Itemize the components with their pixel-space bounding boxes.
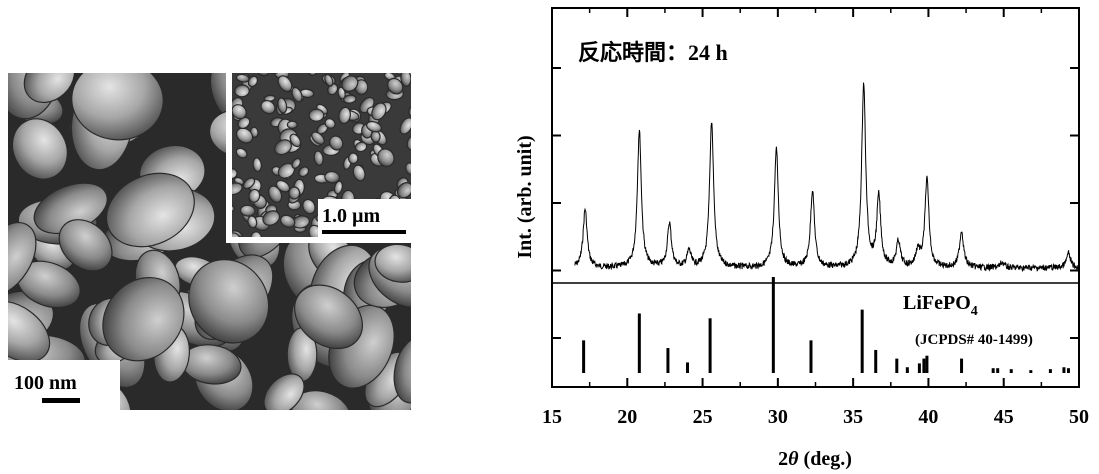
sem-particle [291,157,302,169]
sem-particle [289,133,302,148]
sem-particle [8,300,51,363]
x-tick-label: 25 [693,406,713,428]
sem-particle [396,182,411,199]
sem-particle [240,204,256,217]
sem-particle [324,73,334,87]
x-axis-tick-labels: 15 20 25 30 35 40 45 50 [542,406,1089,428]
sem-particle [341,75,359,92]
sem-particle [274,139,292,156]
sem-particle [406,134,411,151]
sem-particle [71,73,164,141]
sem-particle [333,180,343,195]
x-tick-label: 35 [843,406,863,428]
sem-particle [263,373,305,410]
sem-particle [188,259,270,344]
sem-particle [308,108,325,122]
sem-particle [8,222,37,297]
sem-particle [377,148,395,168]
reference-card-label: (JCPDS# 40-1499) [915,332,1033,348]
inset-scale-bar [322,230,406,234]
y-axis-label: Int. (arb. unit) [514,135,536,258]
sem-particle [324,118,336,129]
sem-particle [262,210,281,226]
x-tick-label: 50 [1069,406,1089,428]
sem-particle [387,77,404,95]
sem-particle [242,177,256,190]
sem-particle [105,172,195,248]
sem-particle [232,104,247,120]
main-scale-bar [42,398,80,403]
sem-particle [371,102,387,121]
main-scale-label: 100 nm [14,372,77,394]
sem-particle [102,276,185,362]
sem-particle [232,232,241,237]
x-tick-label: 20 [617,406,637,428]
reference-phase-subscript: 4 [971,304,978,319]
sem-particle [236,127,254,144]
sem-particle [23,73,76,104]
sem-particle [277,75,293,92]
sem-particle [234,84,250,98]
sem-particle [343,94,357,104]
sem-particle [254,73,271,77]
sem-particle [280,214,296,228]
sem-particle [247,215,258,229]
sem-particle [302,198,316,215]
reaction-time-annotation: 反応時間：24 h [578,40,728,65]
x-axis-ticks [551,8,1080,387]
x-axis-theta-symbol: θ [788,448,799,470]
y-axis-ticks [552,67,1079,339]
reference-lines [582,277,1070,373]
inset-scale-label: 1.0 µm [322,205,381,227]
sem-particle [232,204,235,214]
sem-particle [338,106,351,125]
sem-particle [307,73,318,76]
sem-particle [288,186,301,200]
sem-particle [235,73,250,83]
sem-particle [366,120,382,133]
sem-micrograph: 100 nm 1.0 µm [8,73,411,410]
sem-particle [235,147,248,159]
sem-particle [347,152,359,165]
sem-particle [294,284,363,350]
sem-particle [260,99,276,115]
sem-particle [394,73,406,75]
sem-particle [374,243,411,283]
x-axis-label: 2θ (deg.) [778,448,852,470]
x-tick-label: 40 [918,406,938,428]
sem-particle [248,188,261,203]
x-tick-label: 45 [994,406,1014,428]
sem-particle [313,150,324,166]
sem-particle [405,162,411,176]
x-tick-label: 30 [768,406,788,428]
sem-particle [232,182,243,196]
sem-particle [393,336,411,404]
sem-particle [399,117,411,135]
reference-phase-label: LiFePO4 [903,292,978,319]
sem-particle [291,86,303,103]
sem-particle [354,141,368,153]
sem-particle [286,120,298,130]
sem-particle [252,157,262,173]
sem-particle [329,135,344,151]
xrd-pattern-line [574,82,1080,273]
sem-particle [400,73,411,87]
sem-particle [268,185,283,203]
sem-particle [11,118,68,180]
sem-particle [408,103,411,118]
sem-particle [250,231,263,237]
sem-particle [311,131,325,145]
sem-particle [337,86,346,100]
sem-particle [58,219,113,272]
sem-particle [232,168,238,180]
sem-particle [298,166,310,178]
sem-particle [324,170,340,184]
sem-particle [277,97,288,114]
x-tick-label: 15 [542,406,562,428]
sem-particle [352,164,366,182]
sem-particle [232,230,244,237]
